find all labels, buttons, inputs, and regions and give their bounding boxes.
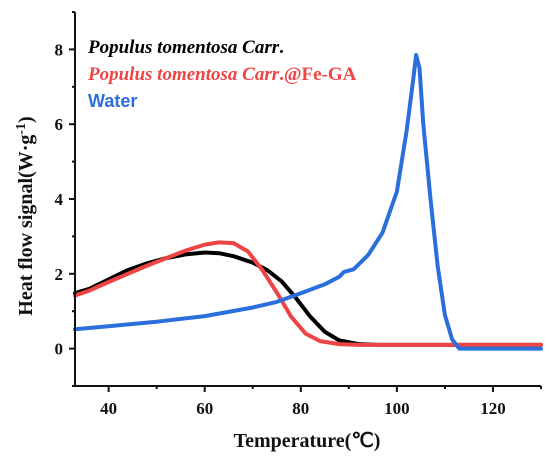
series-line-3 [73, 53, 543, 351]
legend-entry-suffix: .@Fe-GA [279, 64, 357, 85]
legend-entry-italic: Populus tomentosa Carr [87, 37, 280, 58]
y-axis-title-sup: -1 [14, 123, 29, 135]
legend-entry-italic: Populus tomentosa Carr [87, 64, 280, 85]
legend-entry-2: Populus tomentosa Carr.@Fe-GA [87, 64, 357, 85]
series-lines [73, 53, 543, 351]
x-axis-title: Temperature(℃) [234, 430, 381, 452]
x-tick-label: 100 [384, 399, 410, 418]
y-tick-label: 6 [55, 115, 64, 134]
y-axis-title-main: Heat flow signal(W·g [15, 135, 37, 316]
y-tick-label: 2 [55, 265, 64, 284]
x-tick-label: 120 [480, 399, 506, 418]
series-line-2 [73, 240, 543, 347]
y-tick-label: 8 [55, 40, 64, 59]
y-axis-title-close: ) [15, 116, 37, 123]
y-axis-title: Heat flow signal(W·g-1) [14, 116, 37, 315]
legend: Populus tomentosa Carr.Populus tomentosa… [87, 37, 357, 111]
y-tick-label: 0 [55, 340, 64, 359]
x-tick-label: 40 [100, 399, 117, 418]
legend-entry-1: Populus tomentosa Carr. [87, 37, 284, 58]
legend-entry-suffix: Water [88, 91, 137, 111]
legend-entry-suffix: . [279, 37, 284, 58]
x-tick-label: 80 [292, 399, 309, 418]
y-tick-label: 4 [55, 190, 64, 209]
legend-entry-3: Water [88, 91, 137, 111]
tick-marks: 0 2 4 6 8 40 60 80 100 120 [55, 11, 542, 418]
x-tick-label: 60 [196, 399, 213, 418]
